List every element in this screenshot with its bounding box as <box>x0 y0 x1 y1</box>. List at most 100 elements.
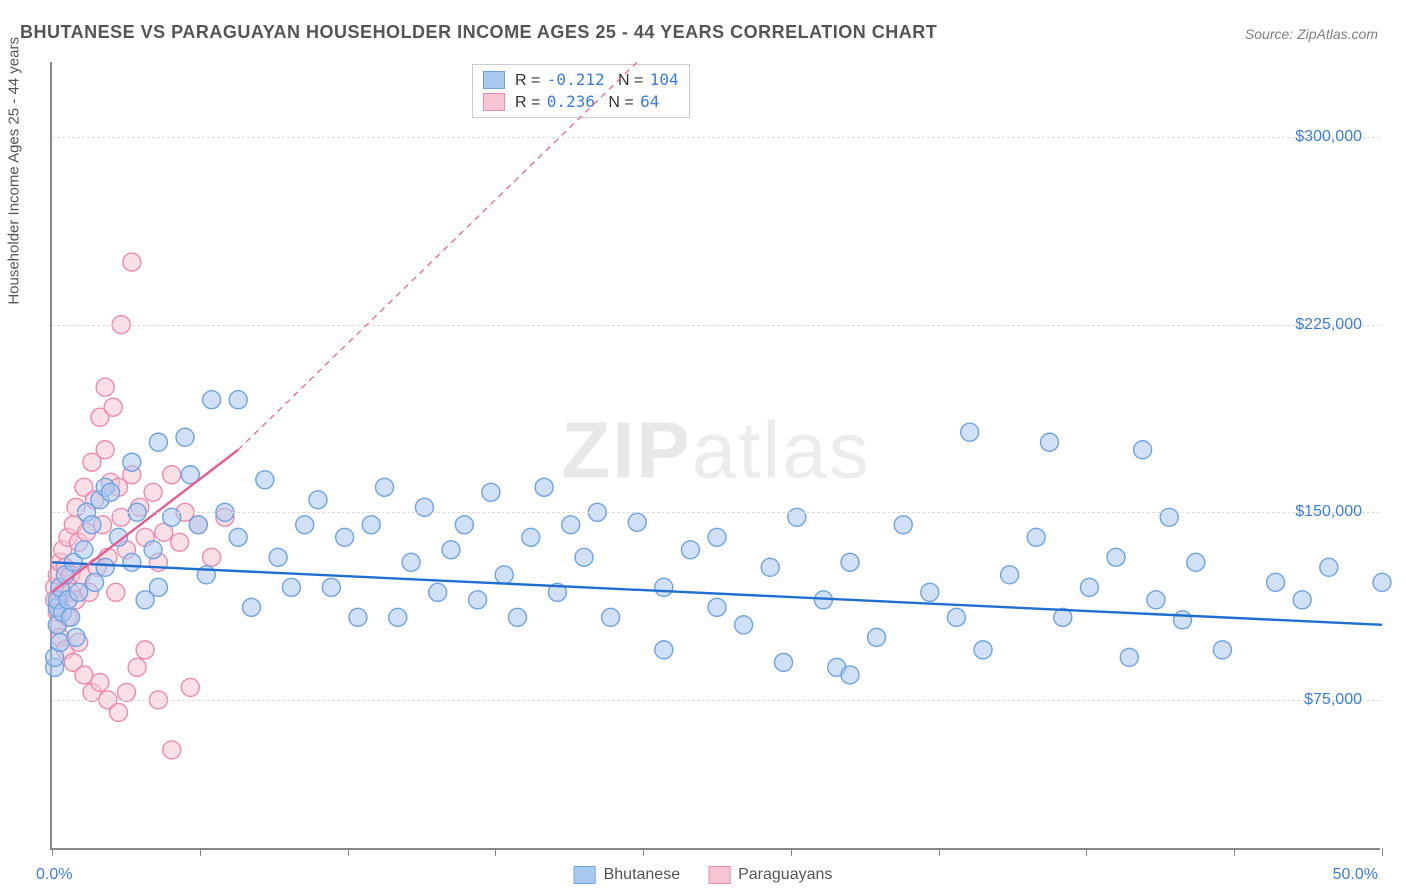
bhutanese-point <box>921 583 939 601</box>
paraguayans-trend-line-extrapolated <box>238 62 637 450</box>
paraguayans-point <box>181 678 199 696</box>
bhutanese-point <box>1293 591 1311 609</box>
bhutanese-point <box>415 498 433 516</box>
paraguayans-point <box>117 683 135 701</box>
bhutanese-point <box>376 478 394 496</box>
bhutanese-point <box>761 558 779 576</box>
bhutanese-point <box>102 483 120 501</box>
bhutanese-point <box>708 528 726 546</box>
bhutanese-point <box>62 608 80 626</box>
bhutanese-point <box>535 478 553 496</box>
bhutanese-point <box>176 428 194 446</box>
bhutanese-point <box>362 516 380 534</box>
bhutanese-point <box>655 641 673 659</box>
bhutanese-point <box>1174 611 1192 629</box>
bhutanese-point <box>894 516 912 534</box>
bhutanese-point <box>495 566 513 584</box>
bhutanese-point <box>75 541 93 559</box>
legend-swatch <box>708 866 730 884</box>
y-tick-label: $300,000 <box>1295 128 1362 146</box>
legend-label: Paraguayans <box>738 866 832 884</box>
paraguayans-point <box>110 703 128 721</box>
legend-item: Paraguayans <box>708 866 832 884</box>
bhutanese-point <box>1187 553 1205 571</box>
bhutanese-point <box>322 578 340 596</box>
bhutanese-point <box>974 641 992 659</box>
bhutanese-point <box>149 578 167 596</box>
bhutanese-point <box>86 573 104 591</box>
paraguayans-point <box>144 483 162 501</box>
bhutanese-point <box>735 616 753 634</box>
bhutanese-point <box>309 491 327 509</box>
paraguayans-point <box>123 253 141 271</box>
paraguayans-point <box>128 658 146 676</box>
bhutanese-point <box>256 471 274 489</box>
bhutanese-point <box>83 516 101 534</box>
paraguayans-point <box>91 673 109 691</box>
legend-item: Bhutanese <box>574 866 681 884</box>
bhutanese-point <box>70 583 88 601</box>
bhutanese-point <box>841 553 859 571</box>
bhutanese-point <box>144 541 162 559</box>
bhutanese-point <box>509 608 527 626</box>
bhutanese-point <box>269 548 287 566</box>
bhutanese-point <box>282 578 300 596</box>
y-tick-label: $150,000 <box>1295 503 1362 521</box>
x-tick <box>643 848 644 856</box>
y-tick-label: $225,000 <box>1295 316 1362 334</box>
bhutanese-point <box>1027 528 1045 546</box>
bhutanese-point <box>349 608 367 626</box>
bhutanese-point <box>575 548 593 566</box>
gridline <box>52 700 1380 701</box>
bhutanese-point <box>51 633 69 651</box>
x-tick <box>200 848 201 856</box>
legend-label: Bhutanese <box>604 866 681 884</box>
chart-plot-area: ZIPatlas R = -0.212 N = 104R = 0.236 N =… <box>50 62 1380 850</box>
bhutanese-point <box>1080 578 1098 596</box>
x-tick <box>495 848 496 856</box>
paraguayans-point <box>163 741 181 759</box>
bhutanese-point <box>655 578 673 596</box>
bhutanese-point <box>562 516 580 534</box>
bhutanese-point <box>123 453 141 471</box>
x-axis-max-label: 50.0% <box>1333 866 1378 884</box>
bhutanese-point <box>96 558 114 576</box>
paraguayans-point <box>96 441 114 459</box>
bhutanese-point <box>243 598 261 616</box>
chart-title: BHUTANESE VS PARAGUAYAN HOUSEHOLDER INCO… <box>20 22 937 43</box>
paraguayans-point <box>163 466 181 484</box>
bhutanese-point <box>708 598 726 616</box>
bhutanese-point <box>788 508 806 526</box>
bhutanese-point <box>455 516 473 534</box>
bhutanese-point <box>628 513 646 531</box>
bhutanese-point <box>296 516 314 534</box>
bhutanese-point <box>469 591 487 609</box>
bhutanese-point <box>229 528 247 546</box>
paraguayans-point <box>75 666 93 684</box>
bhutanese-point <box>1147 591 1165 609</box>
bhutanese-point <box>1134 441 1152 459</box>
bhutanese-point <box>602 608 620 626</box>
bhutanese-point <box>1213 641 1231 659</box>
bhutanese-point <box>961 423 979 441</box>
bhutanese-point <box>482 483 500 501</box>
bhutanese-point <box>1001 566 1019 584</box>
bhutanese-point <box>1120 648 1138 666</box>
paraguayans-point <box>107 583 125 601</box>
bhutanese-point <box>123 553 141 571</box>
y-tick-label: $75,000 <box>1304 691 1362 709</box>
bhutanese-point <box>67 628 85 646</box>
source-attribution: Source: ZipAtlas.com <box>1245 26 1378 42</box>
bhutanese-point <box>203 391 221 409</box>
x-tick <box>939 848 940 856</box>
gridline <box>52 512 1380 513</box>
bhutanese-point <box>389 608 407 626</box>
bhutanese-point <box>429 583 447 601</box>
y-axis-label: Householder Income Ages 25 - 44 years <box>6 37 23 305</box>
paraguayans-point <box>136 641 154 659</box>
paraguayans-point <box>203 548 221 566</box>
bhutanese-point <box>1320 558 1338 576</box>
paraguayans-point <box>112 508 130 526</box>
bhutanese-point <box>1041 433 1059 451</box>
x-tick <box>1382 848 1383 856</box>
